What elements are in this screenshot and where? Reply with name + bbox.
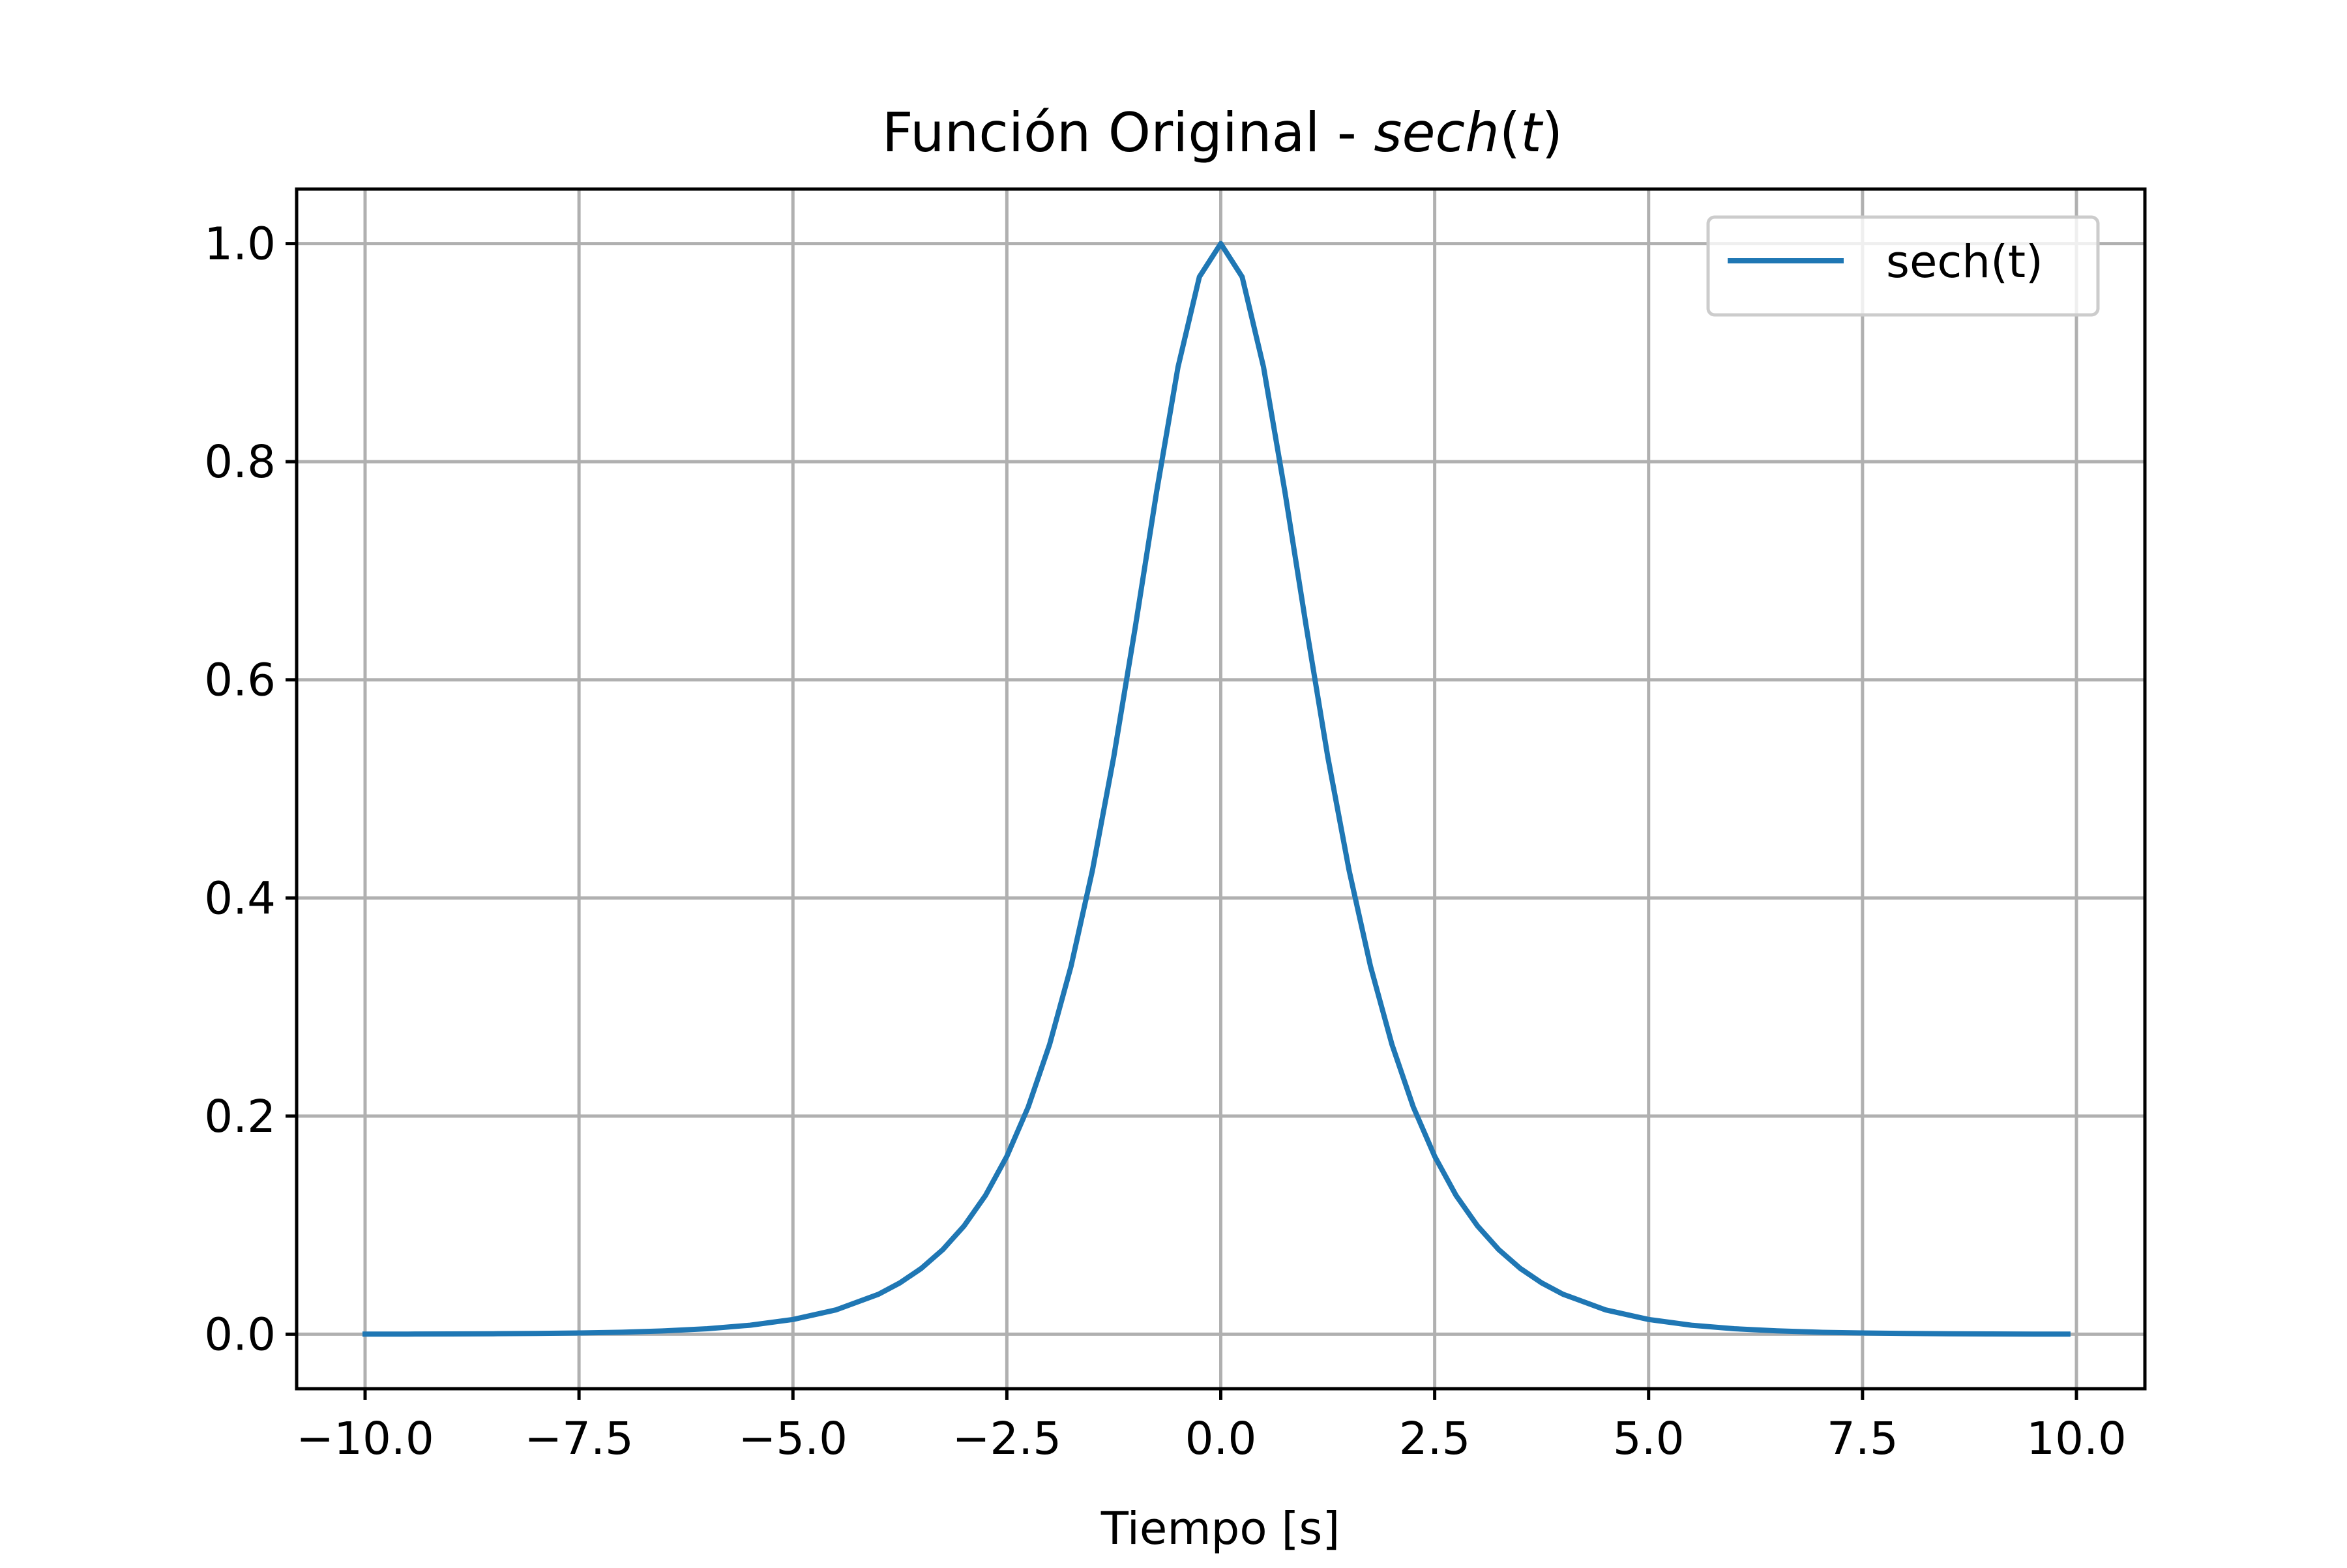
chart-title-math-open: ( [1499,101,1520,164]
y-tick-label: 0.6 [204,655,276,707]
ticks: −10.0 −7.5 −5.0 −2.5 0.0 2.5 5.0 7.5 10.0 0.0 0.2 0… [204,218,2127,1465]
chart-title-math-close: ) [1542,101,1563,164]
legend-box [1706,215,2100,317]
y-tick-label: 0.2 [204,1091,276,1143]
legend: sech(t) [1706,215,2100,317]
chart-title-math-name: sech [1374,101,1499,164]
chart-title-prefix: Función Original - [882,101,1374,164]
chart-title: Función Original - sech(t) [882,101,1563,164]
chart-title-math-var: t [1520,101,1544,164]
x-tick-label: −7.5 [524,1413,634,1465]
x-tick-label: 10.0 [2026,1413,2127,1465]
y-tick-label: 1.0 [204,218,276,271]
x-tick-label: 7.5 [1827,1413,1898,1465]
series-layer [362,241,2071,1337]
x-tick-label: 0.0 [1185,1413,1257,1465]
x-tick-label: 5.0 [1613,1413,1685,1465]
x-tick-label: −5.0 [738,1413,848,1465]
x-tick-label: −2.5 [952,1413,1062,1465]
legend-label: sech(t) [1886,236,2043,288]
x-tick-label: 2.5 [1399,1413,1471,1465]
y-tick-label: 0.4 [204,872,276,925]
x-axis-label: Tiempo [s] [1100,1503,1340,1555]
x-tick-label: −10.0 [296,1413,434,1465]
y-tick-label: 0.0 [204,1309,276,1361]
grid [297,189,2145,1389]
series-line [362,241,2071,1337]
y-tick-label: 0.8 [204,436,276,488]
